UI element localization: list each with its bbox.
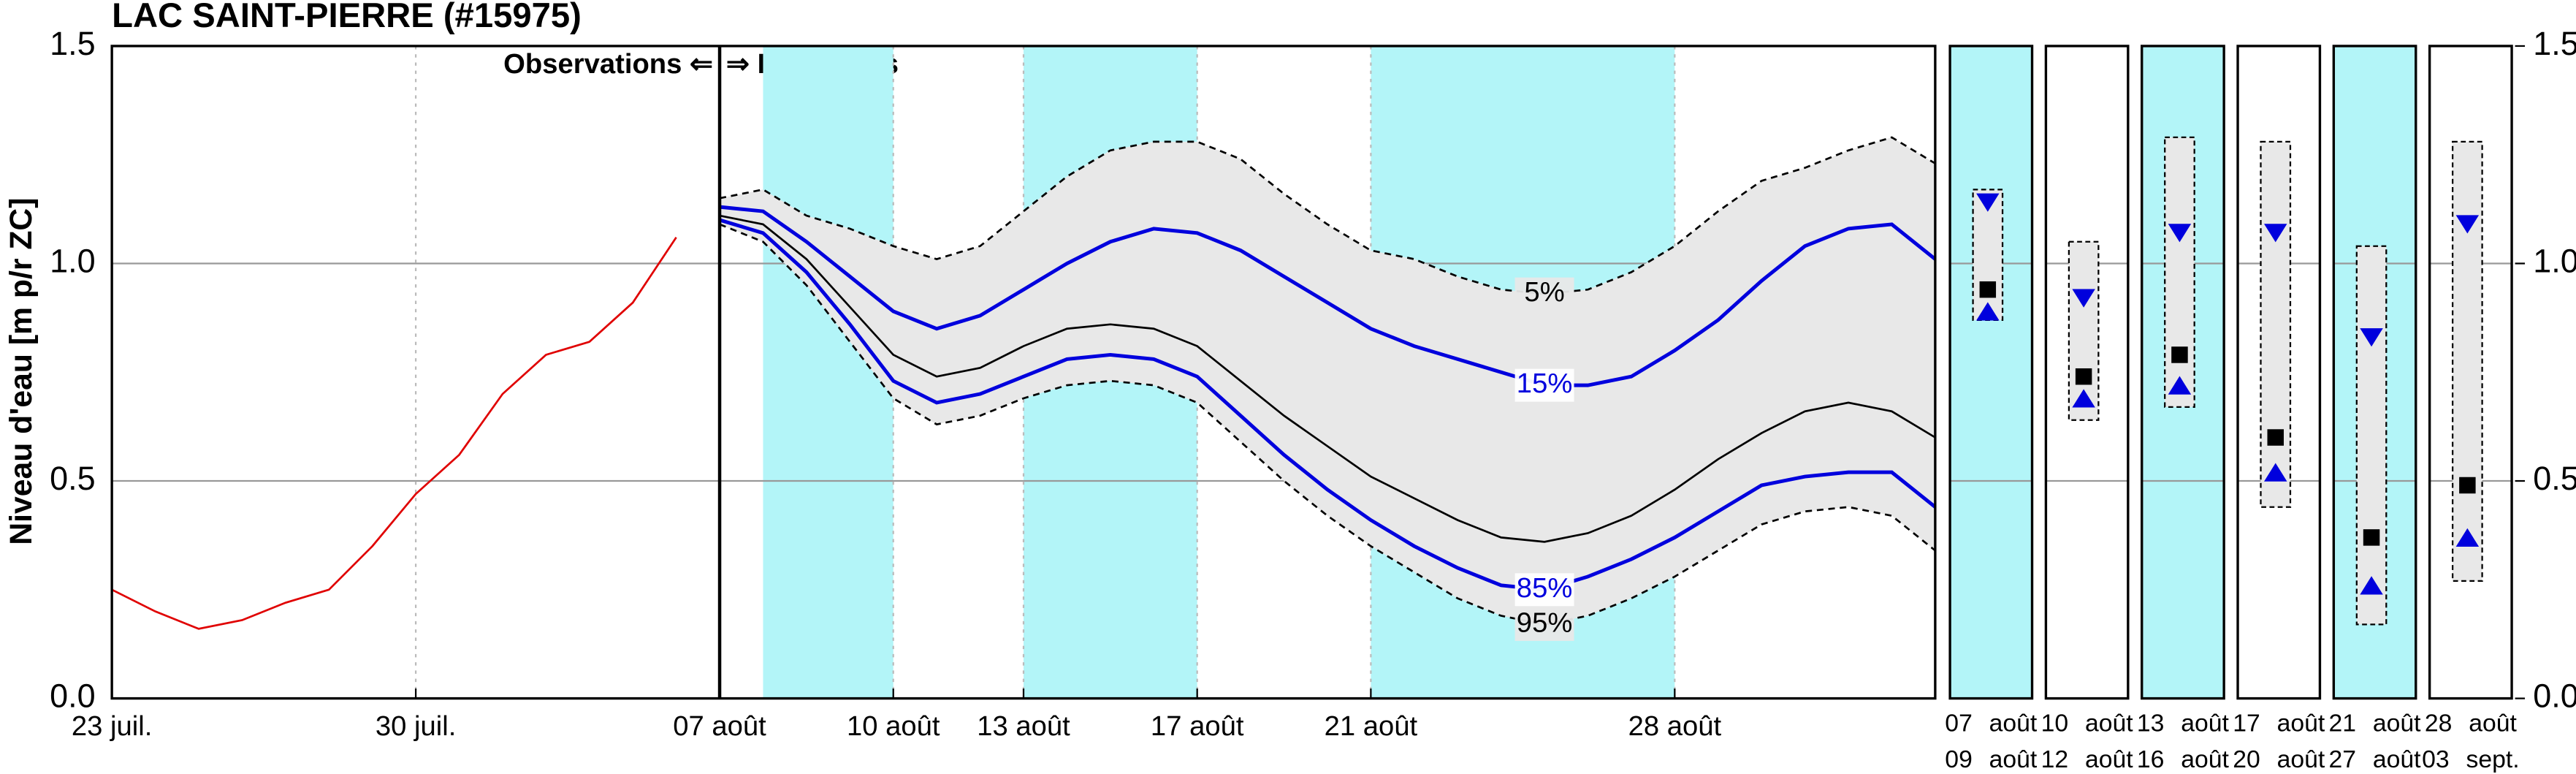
x-tick-label: 28 août (1628, 710, 1722, 742)
q85-marker (2455, 528, 2480, 547)
q15-marker (1976, 193, 2000, 212)
panel-to: 03 sept. (2422, 745, 2519, 773)
panel-from: 17 août (2233, 709, 2325, 737)
label-bg (1514, 573, 1574, 607)
series-label: 85% (1517, 572, 1573, 604)
q85-marker (2264, 463, 2287, 482)
q15-marker (2360, 328, 2383, 347)
label-bg (1514, 368, 1574, 402)
q85-marker (2072, 389, 2095, 408)
q85-marker (2168, 376, 2192, 395)
panel-bg (1950, 45, 2032, 699)
range-box (2451, 140, 2483, 583)
panel-to: 16 août (2137, 745, 2230, 773)
y-tick-label: 0.0 (50, 677, 96, 714)
y-tick-label: 0.0 (2533, 677, 2576, 714)
range-box (2164, 136, 2195, 408)
series-line (111, 237, 677, 630)
panel-to: 12 août (2041, 745, 2134, 773)
panel-from: 28 août (2425, 709, 2518, 737)
q85-marker (2360, 576, 2383, 595)
y-tick-label: 1.0 (2533, 242, 2576, 279)
range-box (2355, 245, 2388, 626)
chart-title: LAC SAINT-PIERRE (#15975) (112, 0, 582, 35)
series-line (719, 214, 1936, 543)
q15-marker (2455, 215, 2480, 234)
q15-marker (2264, 224, 2287, 243)
label-bg (1514, 277, 1574, 311)
highlight-band (763, 45, 893, 699)
x-tick-label: 21 août (1325, 710, 1418, 742)
median-marker (2075, 368, 2092, 385)
x-tick-label: 23 juil. (72, 710, 152, 742)
panel-frame (2236, 45, 2322, 700)
series-line (719, 218, 1937, 592)
label-bg (1514, 607, 1574, 641)
y-tick-label: 0.5 (50, 460, 96, 497)
median-marker (2267, 429, 2284, 446)
median-marker (2171, 346, 2188, 363)
y-tick-label: 0.5 (2533, 460, 2576, 497)
series-label: 95% (1517, 607, 1573, 639)
panel-to: 09 août (1945, 745, 2038, 773)
y-tick-label: 1.0 (50, 242, 96, 279)
x-tick-label: 13 août (977, 710, 1070, 742)
q85-marker (1976, 302, 2000, 321)
median-marker (2363, 529, 2380, 546)
x-tick-label: 10 août (847, 710, 940, 742)
x-tick-label: 17 août (1151, 710, 1244, 742)
median-marker (1979, 281, 1997, 298)
series-line (719, 223, 1936, 626)
series-label: 5% (1524, 276, 1564, 308)
median-marker (2459, 477, 2476, 494)
y-axis-label: Niveau d'eau [m p/r ZC] (4, 198, 39, 545)
panel-from: 13 août (2137, 709, 2230, 737)
y-tick-label: 1.5 (50, 25, 96, 62)
range-box (2260, 140, 2292, 508)
panel-frame (2044, 45, 2130, 700)
x-tick-label: 30 juil. (376, 710, 456, 742)
panel-from: 10 août (2041, 709, 2134, 737)
series-label: 15% (1517, 368, 1573, 399)
panel-frame (2332, 45, 2417, 700)
annotation: Observations ⇐ (503, 48, 713, 80)
y-tick-label: 1.5 (2533, 25, 2576, 62)
x-tick-label: 07 août (673, 710, 766, 742)
panel-from: 21 août (2329, 709, 2422, 737)
plot-frame (110, 45, 1937, 700)
q15-marker (2168, 224, 2192, 243)
panel-to: 20 août (2233, 745, 2325, 773)
q15-marker (2072, 289, 2095, 308)
panel-to: 27 août (2329, 745, 2422, 773)
panel-frame (2428, 45, 2513, 700)
panel-frame (1948, 45, 2034, 700)
envelope (720, 137, 1935, 625)
panel-frame (2141, 45, 2225, 700)
series-line (719, 136, 1936, 295)
series-line (719, 205, 1937, 387)
panel-from: 07 août (1945, 709, 2038, 737)
